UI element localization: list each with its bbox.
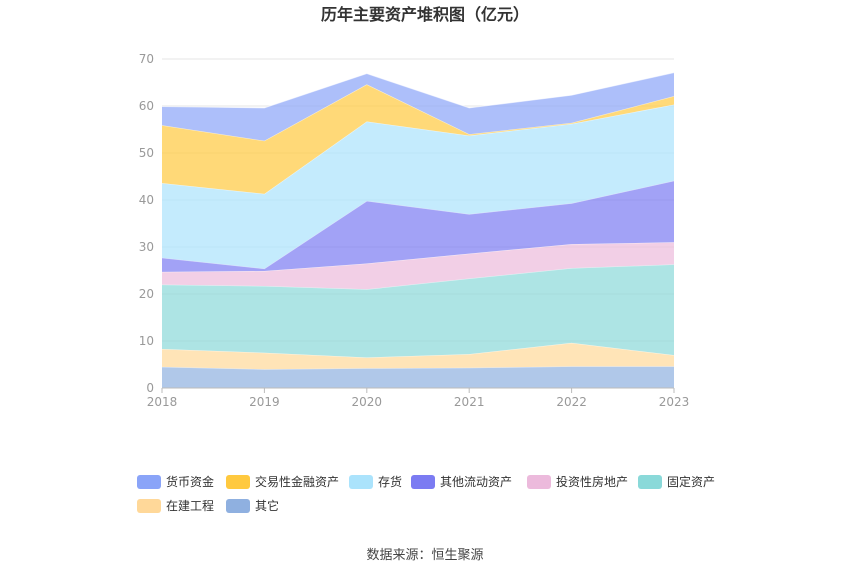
- legend-label: 货币资金: [166, 474, 214, 489]
- legend-swatch: [411, 475, 435, 489]
- legend-label: 其它: [255, 498, 279, 513]
- x-tick-label: 2022: [556, 395, 587, 409]
- y-tick-label: 10: [139, 334, 154, 348]
- y-tick-label: 40: [139, 193, 154, 207]
- data-source-note: 数据来源：恒生聚源: [366, 548, 483, 563]
- legend-item[interactable]: 其他流动资产: [411, 475, 512, 489]
- y-tick-label: 30: [139, 240, 154, 254]
- y-tick-label: 0: [146, 381, 154, 395]
- legend-label: 其他流动资产: [440, 475, 512, 489]
- legend-swatch: [349, 475, 373, 489]
- area-series-edge-7: [161, 72, 675, 109]
- y-tick-label: 20: [139, 287, 154, 301]
- legend-item[interactable]: 存货: [349, 474, 402, 489]
- axes: 0 10 20 30 40 50 60 70 2018 2019 2020 2021 2022 2023: [139, 52, 690, 409]
- legend-swatch: [638, 475, 662, 489]
- area-series-2[interactable]: [162, 264, 674, 358]
- legend-swatch: [527, 475, 551, 489]
- legend-label: 在建工程: [166, 498, 214, 513]
- legend-item[interactable]: 投资性房地产: [527, 474, 628, 489]
- area-series-0[interactable]: [162, 366, 674, 388]
- x-tick-label: 2019: [249, 395, 280, 409]
- x-tick-label: 2020: [352, 395, 383, 409]
- area-series-4[interactable]: [162, 180, 674, 272]
- legend-swatch: [226, 499, 250, 513]
- legend-label: 交易性金融资产: [255, 474, 339, 489]
- x-tick-label: 2021: [454, 395, 485, 409]
- legend-swatch: [137, 475, 161, 489]
- area-series-edge-6: [161, 83, 675, 142]
- legend-label: 固定资产: [667, 474, 715, 489]
- legend-label: 投资性房地产: [556, 474, 628, 489]
- legend-item[interactable]: 交易性金融资产: [226, 474, 339, 489]
- legend-item[interactable]: 其它: [226, 498, 279, 513]
- legend-swatch: [226, 475, 250, 489]
- area-series: [161, 72, 675, 388]
- y-tick-label: 50: [139, 146, 154, 160]
- area-series-5[interactable]: [162, 104, 674, 269]
- legend-label: 存货: [378, 474, 402, 489]
- area-series-edge-3: [161, 241, 675, 273]
- y-tick-label: 70: [139, 52, 154, 66]
- area-series-3[interactable]: [162, 242, 674, 290]
- legend-item[interactable]: 在建工程: [137, 498, 214, 513]
- y-tick-label: 60: [139, 99, 154, 113]
- area-series-6[interactable]: [162, 84, 674, 194]
- legend-swatch: [137, 499, 161, 513]
- legend-item[interactable]: 货币资金: [137, 474, 214, 489]
- chart-title: 历年主要资产堆积图（亿元）: [321, 5, 529, 24]
- x-tick-label: 2023: [659, 395, 690, 409]
- legend-item[interactable]: 固定资产: [638, 474, 715, 489]
- x-tick-label: 2018: [147, 395, 178, 409]
- area-series-7[interactable]: [162, 72, 674, 141]
